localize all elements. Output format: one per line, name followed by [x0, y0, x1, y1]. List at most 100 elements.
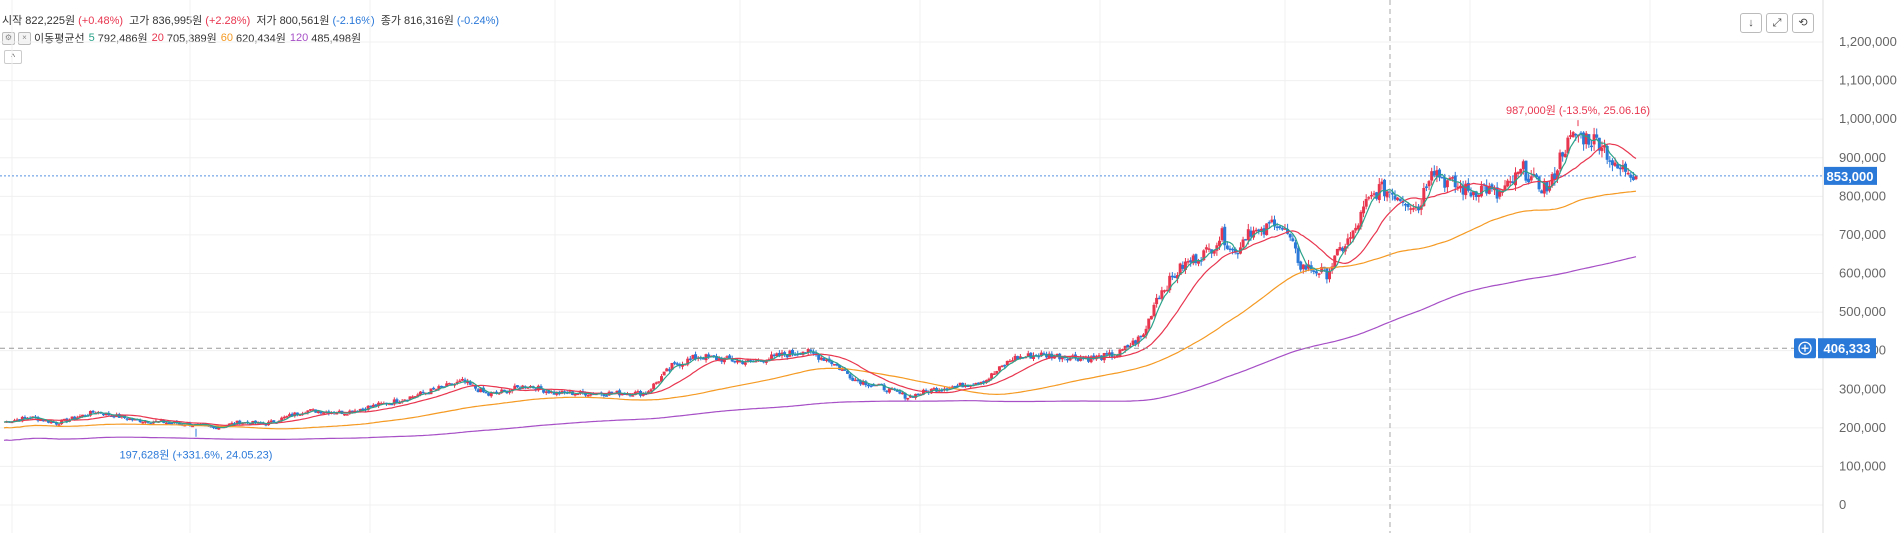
close-change: (-0.24%): [456, 15, 500, 27]
crosshair-price-label: 406,333: [1824, 341, 1871, 356]
candle-body: [1275, 226, 1279, 229]
candle-body: [272, 420, 276, 423]
candle-body: [1351, 230, 1355, 239]
candle-body: [1555, 170, 1559, 180]
candle-body: [235, 420, 239, 425]
candle-body: [1176, 274, 1180, 279]
candle-body: [1066, 358, 1070, 361]
candle-body: [1469, 192, 1473, 197]
candle-body: [500, 389, 504, 393]
candle-body: [49, 421, 53, 424]
candle-body: [958, 382, 962, 386]
candle-body: [1011, 360, 1015, 362]
candle-body: [932, 388, 936, 390]
candle-body: [15, 419, 19, 422]
candle-body: [1608, 160, 1612, 162]
candle-body: [1490, 184, 1494, 190]
candle-body: [997, 366, 1001, 371]
reset-icon[interactable]: ⟲: [1792, 13, 1814, 33]
candle-body: [1335, 248, 1339, 256]
candle-body: [1134, 340, 1138, 344]
candle-body: [1603, 145, 1607, 148]
candle-body: [746, 359, 750, 362]
candle-body: [1466, 182, 1470, 191]
expand-icon[interactable]: ⤢: [1766, 13, 1788, 33]
candle-body: [725, 356, 729, 358]
candle-body: [1629, 174, 1633, 178]
candle-body: [1231, 248, 1235, 251]
candle-body: [1183, 261, 1187, 271]
candle-body: [1286, 228, 1290, 234]
candle-body: [542, 389, 546, 393]
candle-body: [81, 414, 85, 417]
candle-body: [1246, 229, 1250, 241]
candle-body: [717, 358, 721, 361]
candle-body: [830, 361, 834, 365]
low-value: 800,561원: [279, 15, 330, 27]
candle-body: [128, 418, 132, 421]
candle-body: [1542, 182, 1546, 194]
candle-body: [620, 393, 624, 396]
candle-body: [494, 391, 498, 394]
candle-body: [675, 363, 679, 365]
candle-body: [1540, 190, 1544, 194]
candle-body: [390, 403, 394, 406]
low-annotation: 197,628원 (+331.6%, 24.05.23): [120, 449, 273, 462]
candle-body: [777, 352, 781, 357]
collapse-legend-button[interactable]: ^: [4, 50, 22, 64]
candle-body: [625, 393, 629, 396]
candle-body: [1380, 181, 1384, 185]
candle-body: [1249, 230, 1253, 237]
candle-body: [806, 348, 810, 353]
candle-body: [1369, 195, 1373, 197]
candle-body: [1427, 181, 1431, 187]
candle-body: [1162, 290, 1166, 292]
candle-body: [1563, 153, 1567, 158]
candle-body: [1207, 248, 1211, 250]
plus-circle-icon: [1798, 341, 1812, 355]
candle-body: [319, 411, 323, 414]
candle-body: [337, 410, 341, 413]
candle-body: [125, 418, 129, 420]
candle-body: [445, 383, 449, 387]
candle-body: [921, 389, 925, 395]
candle-body: [1587, 134, 1591, 145]
candle-body: [1000, 365, 1004, 368]
candle-body: [1050, 353, 1054, 359]
candle-body: [840, 369, 844, 371]
candle-body: [822, 357, 826, 361]
y-tick-label: 1,100,000: [1839, 73, 1897, 88]
candle-body: [306, 410, 310, 413]
candle-body: [1314, 271, 1318, 274]
candle-body: [885, 390, 889, 393]
download-icon[interactable]: ↓: [1740, 13, 1762, 33]
candle-body: [995, 371, 999, 374]
candle-body: [102, 413, 106, 416]
candle-body: [1128, 345, 1132, 348]
candle-body: [1139, 335, 1143, 338]
candle-body: [1498, 191, 1502, 197]
candle-body: [1299, 261, 1303, 270]
candle-body: [1513, 172, 1517, 186]
candle-body: [1406, 203, 1410, 208]
candle-body: [1115, 355, 1119, 357]
candle-body: [1634, 175, 1638, 180]
candle-body: [112, 415, 116, 418]
candle-body: [654, 382, 658, 384]
candle-body: [1304, 265, 1308, 270]
candle-body: [1220, 228, 1224, 241]
candle-body: [1566, 137, 1570, 154]
y-tick-label: 300,000: [1839, 381, 1886, 396]
candle-body: [288, 414, 292, 417]
candle-body: [1432, 171, 1436, 176]
candle-body: [1610, 160, 1614, 166]
candle-body: [227, 423, 231, 426]
candle-body: [1445, 180, 1449, 188]
candle-body: [1616, 164, 1620, 169]
candle-body: [411, 396, 415, 399]
candle-body: [1377, 184, 1381, 201]
candle-body: [1204, 247, 1208, 250]
close-icon[interactable]: ×: [18, 31, 31, 45]
candle-body: [230, 422, 234, 425]
